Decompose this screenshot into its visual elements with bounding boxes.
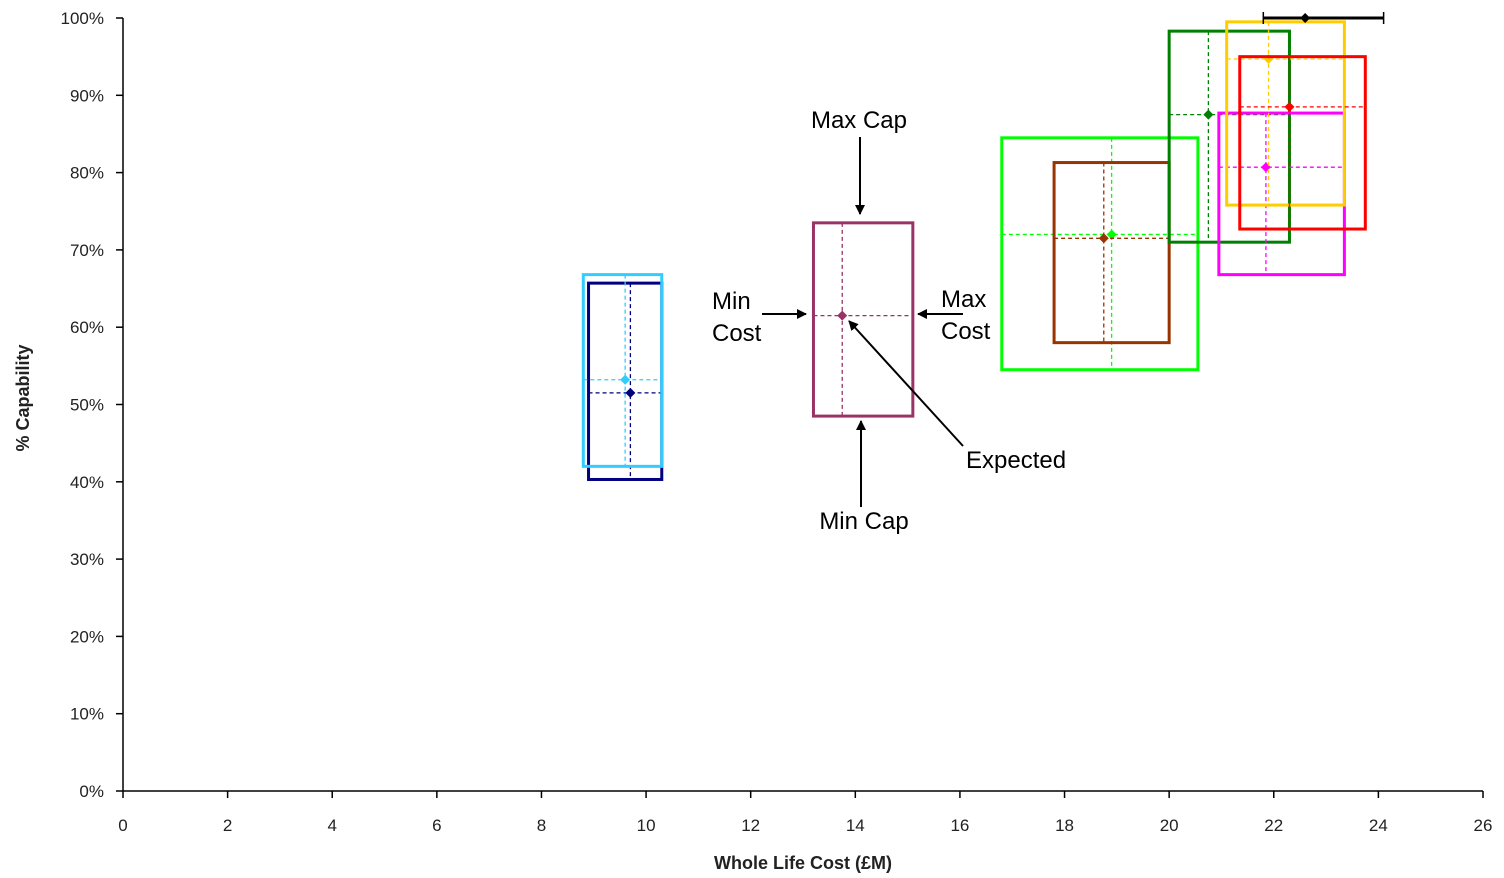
range-box: [1217, 111, 1346, 277]
expected-point: [1106, 229, 1117, 240]
x-tick-label: 0: [118, 816, 127, 835]
x-axis-title: Whole Life Cost (£M): [714, 853, 892, 873]
annotation-expected: Expected: [966, 447, 1066, 474]
y-tick-label: 40%: [70, 473, 104, 492]
series-8: [1225, 20, 1346, 207]
expected-point: [1284, 101, 1295, 112]
x-tick-label: 20: [1160, 816, 1179, 835]
y-tick-label: 50%: [70, 396, 104, 415]
series-7: [1217, 111, 1346, 277]
arrow-expected: [848, 320, 964, 447]
series-3: [811, 221, 915, 418]
range-box: [1225, 20, 1346, 207]
range-box: [811, 221, 915, 418]
range-box: [581, 273, 664, 468]
annotations: Max Cap Min Cap Min Cost Max Cost Expected: [712, 107, 1066, 535]
y-tick-label: 30%: [70, 550, 104, 569]
annotation-min-cap: Min Cap: [819, 508, 908, 535]
series-2: [581, 273, 664, 468]
annotation-min-cost: Min Cost: [712, 288, 762, 347]
x-tick-label: 26: [1474, 816, 1493, 835]
expected-point: [1098, 233, 1109, 244]
x-tick-label: 8: [537, 816, 546, 835]
expected-point: [1300, 13, 1311, 23]
x-tick-label: 12: [741, 816, 760, 835]
axis-ticks: 0 2 4 6 8 10 12 14 16 18 20 22 24 260%10%20%30%40%50%…: [61, 9, 1493, 835]
y-tick-label: 70%: [70, 241, 104, 260]
range-box: [1238, 55, 1367, 231]
y-axis-title: % Capability: [13, 344, 33, 451]
annotation-max-cost: Max Cost: [941, 286, 991, 345]
expected-point: [1260, 162, 1271, 173]
x-tick-label: 10: [637, 816, 656, 835]
y-tick-label: 0%: [79, 782, 104, 801]
plot-area: [581, 12, 1385, 481]
expected-point: [837, 310, 848, 321]
expected-point: [620, 374, 631, 385]
series-4: [1000, 136, 1200, 372]
x-tick-label: 14: [846, 816, 865, 835]
expected-point: [1203, 109, 1214, 120]
y-tick-label: 60%: [70, 318, 104, 337]
y-tick-label: 20%: [70, 627, 104, 646]
range-box: [1052, 161, 1171, 345]
x-tick-label: 18: [1055, 816, 1074, 835]
y-tick-label: 100%: [61, 9, 104, 28]
x-tick-label: 22: [1264, 816, 1283, 835]
x-tick-label: 4: [327, 816, 336, 835]
annotation-max-cap: Max Cap: [811, 107, 907, 134]
y-tick-label: 90%: [70, 86, 104, 105]
x-tick-label: 6: [432, 816, 441, 835]
y-tick-label: 10%: [70, 705, 104, 724]
series-5: [1052, 161, 1171, 345]
range-box: [1000, 136, 1200, 372]
expected-point: [625, 387, 636, 398]
x-tick-label: 2: [223, 816, 232, 835]
axes: [122, 18, 1483, 792]
y-tick-label: 80%: [70, 164, 104, 183]
x-tick-label: 24: [1369, 816, 1388, 835]
x-tick-label: 16: [950, 816, 969, 835]
series-10: [1262, 12, 1385, 24]
series-9: [1238, 55, 1367, 231]
